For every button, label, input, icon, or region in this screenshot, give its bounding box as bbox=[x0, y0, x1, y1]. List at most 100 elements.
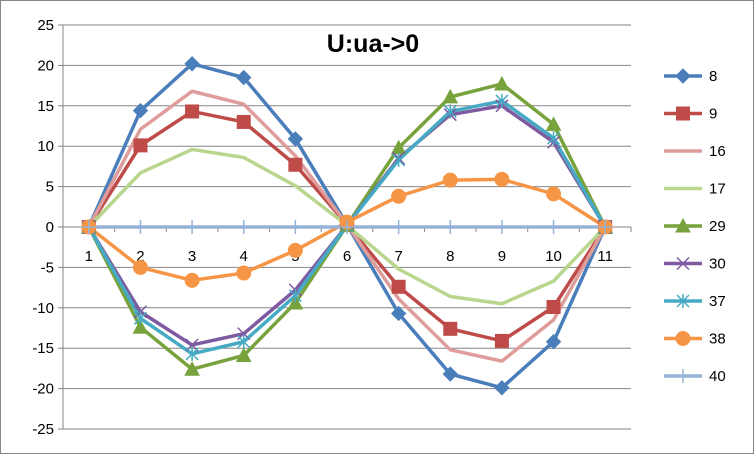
data-point-9 bbox=[288, 157, 303, 172]
data-point-40 bbox=[340, 220, 354, 234]
data-point-9 bbox=[185, 104, 200, 119]
y-tick-label: 15 bbox=[37, 98, 54, 115]
legend-label: 16 bbox=[709, 143, 726, 160]
data-point-29 bbox=[132, 319, 149, 334]
data-point-38 bbox=[184, 272, 200, 288]
data-point-8 bbox=[442, 366, 458, 382]
legend-marker bbox=[676, 256, 690, 271]
x-tick-label: 9 bbox=[498, 248, 506, 265]
legend-item-30: 30 bbox=[664, 256, 726, 273]
x-tick-label: 2 bbox=[136, 248, 144, 265]
axes: -25-20-15-10-505101520251234567891011 bbox=[32, 17, 632, 438]
data-point-8 bbox=[236, 69, 252, 86]
data-point-29 bbox=[235, 347, 252, 362]
data-point-40 bbox=[494, 220, 509, 234]
series-markers bbox=[80, 56, 614, 396]
data-point-29 bbox=[442, 88, 459, 104]
data-point-8 bbox=[390, 305, 407, 322]
data-point-38 bbox=[132, 259, 148, 275]
x-tick-label: 1 bbox=[85, 248, 93, 265]
x-tick-label: 7 bbox=[394, 248, 402, 265]
legend-marker bbox=[675, 217, 691, 233]
data-point-29 bbox=[184, 361, 200, 376]
legend-marker bbox=[675, 331, 691, 346]
legend-label: 9 bbox=[709, 106, 717, 123]
legend-marker bbox=[676, 294, 690, 308]
data-point-40 bbox=[81, 220, 96, 234]
data-point-40 bbox=[546, 220, 561, 234]
y-tick-label: 0 bbox=[46, 219, 54, 236]
data-point-40 bbox=[185, 220, 200, 234]
y-tick-label: -15 bbox=[32, 340, 54, 357]
data-point-38 bbox=[494, 171, 510, 187]
legend-label: 37 bbox=[709, 293, 726, 310]
legend-item-16: 16 bbox=[664, 143, 726, 160]
x-tick-label: 4 bbox=[240, 248, 248, 265]
data-point-38 bbox=[236, 265, 252, 281]
data-point-40 bbox=[133, 220, 148, 234]
data-point-37 bbox=[185, 346, 199, 361]
data-point-9 bbox=[236, 114, 251, 129]
legend-item-37: 37 bbox=[664, 293, 726, 310]
data-point-40 bbox=[391, 220, 406, 234]
legend-label: 8 bbox=[709, 68, 717, 85]
legend-item-38: 38 bbox=[664, 331, 726, 348]
x-tick-label: 3 bbox=[188, 248, 196, 265]
data-point-8 bbox=[494, 380, 510, 396]
y-tick-label: -10 bbox=[32, 300, 54, 317]
data-point-38 bbox=[391, 188, 407, 204]
data-point-40 bbox=[598, 220, 613, 234]
x-tick-label: 11 bbox=[597, 248, 613, 265]
data-point-40 bbox=[443, 220, 458, 234]
data-point-9 bbox=[443, 321, 458, 336]
legend-label: 38 bbox=[709, 331, 726, 348]
data-point-8 bbox=[184, 56, 200, 72]
legend-item-8: 8 bbox=[664, 68, 717, 85]
legend-item-29: 29 bbox=[664, 217, 726, 235]
data-point-40 bbox=[288, 220, 303, 234]
data-point-9 bbox=[494, 333, 509, 348]
legend-item-9: 9 bbox=[664, 106, 717, 123]
data-point-29 bbox=[545, 116, 562, 131]
y-tick-label: -5 bbox=[41, 259, 54, 276]
data-point-37 bbox=[288, 288, 302, 303]
data-point-37 bbox=[237, 334, 251, 349]
data-point-37 bbox=[495, 93, 509, 108]
legend-marker bbox=[675, 68, 691, 84]
data-point-38 bbox=[442, 172, 458, 188]
legend-label: 29 bbox=[709, 218, 726, 235]
y-tick-label: 20 bbox=[37, 57, 54, 74]
legend-marker bbox=[676, 369, 690, 383]
legend-marker bbox=[676, 106, 690, 121]
legend-item-40: 40 bbox=[664, 368, 726, 385]
data-point-9 bbox=[133, 138, 148, 153]
legend-label: 40 bbox=[709, 368, 726, 385]
legend-label: 17 bbox=[709, 181, 726, 198]
data-point-9 bbox=[546, 299, 561, 314]
data-point-40 bbox=[236, 220, 251, 234]
legend-label: 30 bbox=[709, 256, 726, 273]
data-point-37 bbox=[547, 131, 561, 146]
y-tick-label: 25 bbox=[37, 17, 54, 34]
data-point-38 bbox=[287, 242, 303, 258]
y-tick-label: 5 bbox=[46, 179, 54, 196]
y-tick-label: 10 bbox=[37, 138, 54, 155]
x-tick-label: 8 bbox=[446, 248, 454, 265]
data-point-8 bbox=[287, 131, 304, 147]
x-tick-label: 6 bbox=[343, 248, 351, 265]
data-point-38 bbox=[546, 186, 562, 202]
data-point-9 bbox=[391, 279, 406, 294]
x-tick-label: 10 bbox=[545, 248, 562, 265]
data-point-8 bbox=[132, 102, 149, 119]
y-tick-label: -25 bbox=[32, 421, 54, 438]
data-point-37 bbox=[443, 104, 457, 119]
legend: 8 9 16 17 29 30 37 38 40 bbox=[664, 68, 726, 385]
data-point-29 bbox=[494, 75, 510, 91]
y-tick-label: -20 bbox=[32, 381, 54, 398]
data-point-37 bbox=[133, 311, 147, 326]
data-point-8 bbox=[545, 334, 562, 350]
legend-item-17: 17 bbox=[664, 181, 726, 198]
chart-title: U:ua->0 bbox=[327, 30, 419, 58]
data-point-37 bbox=[392, 152, 406, 167]
